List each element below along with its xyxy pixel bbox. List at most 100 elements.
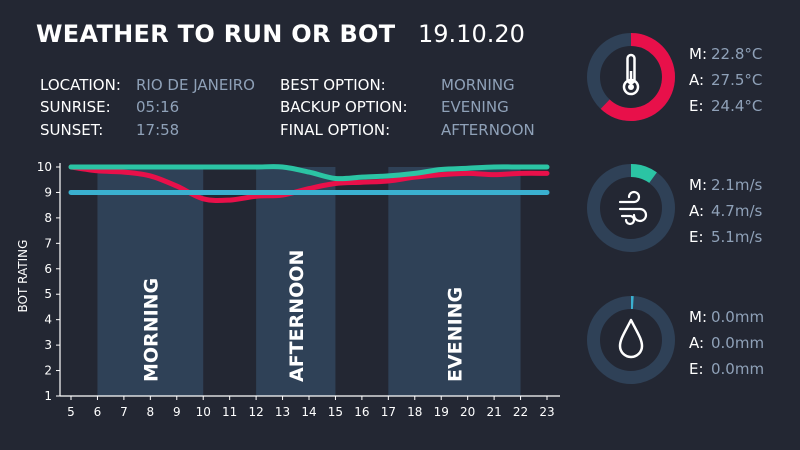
x-tick-label: 19 [434,405,449,419]
x-tick-label: 16 [354,405,369,419]
backup-option-value-wrap: EVENING [441,98,509,116]
gauge-track [587,296,675,384]
gauge-2-stat-e: E: 0.0mm [689,360,764,378]
series-line-1 [68,164,550,203]
sunset-row: SUNSET: [40,121,103,139]
backup-option-label: BACKUP OPTION: [280,98,408,116]
sunrise-value-wrap: 05:16 [136,98,179,116]
gauge-fill [587,296,675,384]
sunrise-value: 05:16 [136,98,180,116]
x-tick-label: 13 [275,405,290,419]
sunset-value: 17:58 [136,121,180,139]
y-tick-label: 8 [44,211,52,225]
stat-value: 2.1m/s [711,176,763,194]
y-axis-label: BOT RATING [16,240,30,313]
backup-option-value: EVENING [441,98,509,116]
gauge-0-stat-m: M: 22.8°C [689,45,762,63]
final-option-value: AFTERNOON [441,121,535,139]
chart-axes: 5 6 7 8 9 10 11 12 13 14 15 16 17 18 19 20 21 22 231234567… [37,160,560,419]
gauge-1-stat-m: M: 2.1m/s [689,176,762,194]
gauge-0-stat-a: A: 27.5°C [689,71,762,89]
best-option-value-wrap: MORNING [441,76,515,94]
x-tick-label: 18 [407,405,422,419]
x-tick-label: 14 [301,405,316,419]
gauge-fill [587,164,675,252]
y-tick-label: 7 [44,236,52,250]
date-label: 19.10.20 [418,20,525,48]
series-line-0 [68,164,550,182]
x-tick-label: 17 [381,405,396,419]
location-label: LOCATION: [40,76,121,94]
final-option-label: FINAL OPTION: [280,121,391,139]
stat-label: A: [689,71,705,89]
stat-value: 0.0mm [711,360,765,378]
gauge-1-stat-a: A: 4.7m/s [689,202,762,220]
y-tick-label: 4 [44,313,52,327]
final-option-value-wrap: AFTERNOON [441,121,535,139]
thermometer-icon [622,53,640,96]
wind-icon [618,190,648,226]
location-row: LOCATION: [40,76,121,94]
x-tick-label: 15 [328,405,343,419]
x-tick-label: 7 [120,405,128,419]
sunset-label: SUNSET: [40,121,104,139]
location-value: RIO DE JANEIRO [136,76,255,94]
stat-value: 22.8°C [711,45,763,63]
stat-value: 0.0mm [711,334,765,352]
sunset-value-wrap: 17:58 [136,121,179,139]
y-tick-label: 9 [44,185,52,199]
series-lines [68,164,550,203]
gauge-2-stat-a: A: 0.0mm [689,334,764,352]
y-tick-label: 2 [44,364,52,378]
x-tick-label: 22 [513,405,528,419]
y-tick-label: 1 [44,389,52,403]
band-label-afternoon: AFTERNOON [286,250,308,382]
stat-label: E: [689,360,704,378]
location-value-wrap: RIO DE JANEIRO [136,76,255,94]
page-title: WEATHER TO RUN OR BOT [36,20,396,48]
final-option-row: FINAL OPTION: [280,121,390,139]
x-tick-label: 20 [460,405,475,419]
gauge-2 [587,296,675,384]
stat-label: E: [689,228,704,246]
y-tick-label: 5 [44,287,52,301]
stat-value: 5.1m/s [711,228,763,246]
y-tick-label: 3 [44,338,52,352]
best-option-label: BEST OPTION: [280,76,386,94]
band-morning [97,167,204,396]
best-option-row: BEST OPTION: [280,76,386,94]
gauge-0 [587,33,675,121]
stat-label: M: [689,45,707,63]
stat-value: 27.5°C [711,71,763,89]
band-afternoon [256,167,336,396]
band-label-evening: EVENING [444,287,466,382]
stat-label: E: [689,97,704,115]
stat-label: M: [689,176,707,194]
x-tick-label: 8 [147,405,155,419]
x-tick-label: 9 [173,405,181,419]
gauge-2-stat-m: M: 0.0mm [689,308,764,326]
bot-rating-chart: MORNING AFTERNOON EVENING 5 6 7 8 9 10 11 12 13 14 1… [16,160,560,419]
stat-label: A: [689,202,705,220]
x-tick-label: 6 [94,405,102,419]
y-tick-label: 10 [37,160,52,174]
x-tick-label: 23 [539,405,554,419]
droplet-icon [618,318,644,359]
band-label-morning: MORNING [140,278,162,382]
gauge-fill [587,33,675,121]
sunrise-row: SUNRISE: [40,98,111,116]
gauge-1-stat-e: E: 5.1m/s [689,228,762,246]
stat-value: 0.0mm [711,308,765,326]
y-tick-label: 6 [44,262,52,276]
stat-label: M: [689,308,707,326]
stat-label: A: [689,334,705,352]
backup-option-row: BACKUP OPTION: [280,98,408,116]
sunrise-label: SUNRISE: [40,98,111,116]
x-tick-label: 10 [196,405,211,419]
gauge-1 [587,164,675,252]
best-option-value: MORNING [441,76,515,94]
x-tick-label: 11 [222,405,237,419]
x-tick-label: 12 [248,405,263,419]
x-tick-label: 21 [486,405,501,419]
x-tick-label: 5 [67,405,75,419]
